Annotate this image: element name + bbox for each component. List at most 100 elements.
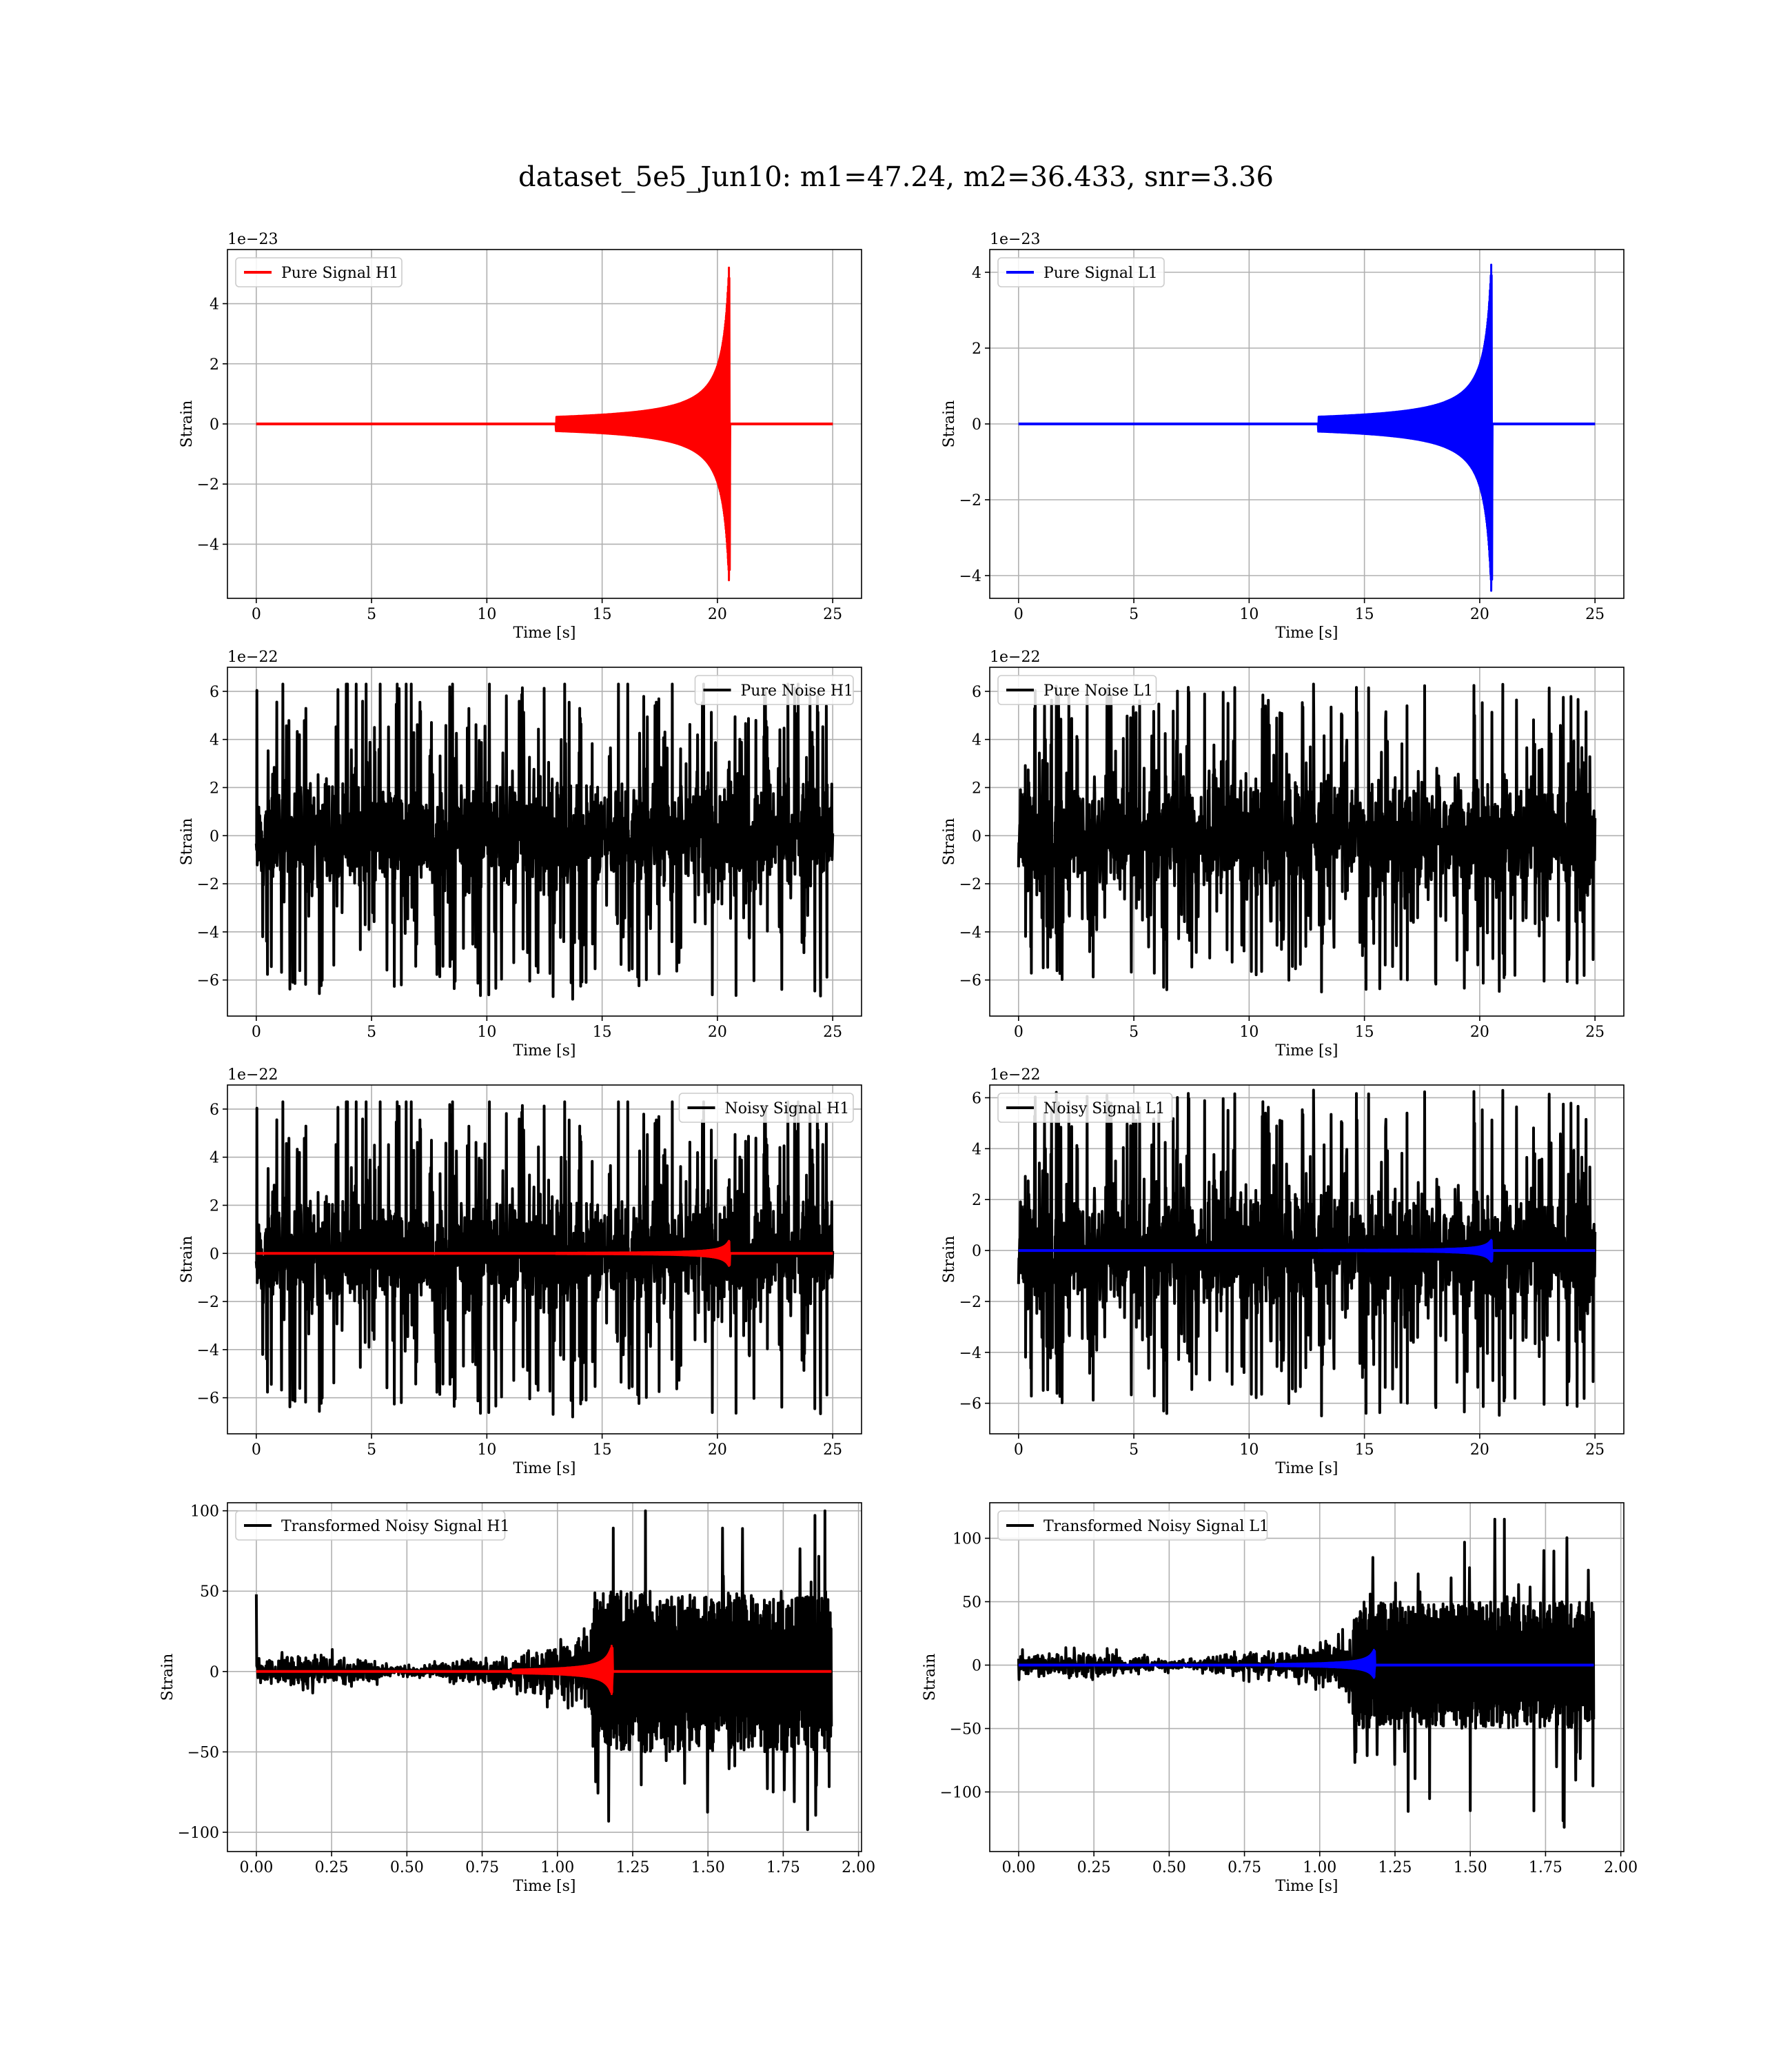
y-tick-label: −2 bbox=[959, 876, 981, 893]
x-tick-label: 15 bbox=[1355, 606, 1374, 623]
x-tick-label: 0.00 bbox=[239, 1859, 273, 1876]
x-axis-label: Time [s] bbox=[513, 625, 576, 642]
series-line-0 bbox=[1017, 682, 1597, 993]
series-line-0 bbox=[254, 1100, 835, 1419]
x-tick-label: 0 bbox=[1014, 606, 1024, 623]
y-tick-label: 4 bbox=[210, 1150, 219, 1167]
axes-frame bbox=[227, 667, 862, 1017]
x-tick-label: 0.75 bbox=[465, 1859, 499, 1876]
x-tick-label: 10 bbox=[477, 1024, 496, 1041]
legend: Pure Noise H1 bbox=[694, 675, 854, 705]
y-axis-label: Strain bbox=[941, 401, 958, 448]
panel-pure-signal-h1: 0 5 10 15 20 25 −4 −2 0 2 4 Time [s] Strain 1e−23Pure… bbox=[179, 231, 862, 642]
offset-text: 1e−23 bbox=[227, 231, 278, 248]
x-axis-label: Time [s] bbox=[513, 1878, 576, 1895]
y-tick-label: −4 bbox=[959, 1345, 981, 1362]
x-tick-label: 5 bbox=[1129, 606, 1139, 623]
series-merger-1 bbox=[1327, 1648, 1594, 1679]
legend-box bbox=[997, 675, 1157, 705]
series-merger-0 bbox=[682, 266, 833, 582]
x-tick-label: 1.00 bbox=[1303, 1859, 1336, 1876]
plot-area bbox=[1017, 263, 1596, 592]
legend: Pure Signal L1 bbox=[997, 257, 1165, 287]
legend: Noisy Signal L1 bbox=[997, 1093, 1173, 1123]
y-tick-label: 0 bbox=[210, 1664, 219, 1681]
y-tick-label: 2 bbox=[210, 780, 219, 797]
axes-frame bbox=[227, 1084, 862, 1435]
x-tick-label: 20 bbox=[1470, 1441, 1489, 1459]
x-tick-label: 5 bbox=[367, 606, 376, 623]
x-tick-label: 0 bbox=[252, 1441, 261, 1459]
x-axis-label: Time [s] bbox=[513, 1042, 576, 1060]
panel-transformed-noisy-signal-l1: 0.00 0.25 0.50 0.75 1.00 1.25 1.50 1.75 2.00 −100… bbox=[922, 1502, 1638, 1895]
x-tick-label: 5 bbox=[1129, 1441, 1139, 1459]
axes-frame bbox=[989, 667, 1625, 1017]
x-tick-label: 25 bbox=[1585, 1441, 1605, 1459]
y-tick-label: −50 bbox=[187, 1744, 219, 1761]
x-tick-label: 15 bbox=[593, 1024, 612, 1041]
y-tick-label: 50 bbox=[200, 1583, 219, 1601]
series-merger-1 bbox=[565, 1645, 832, 1695]
x-tick-label: 1.25 bbox=[616, 1859, 650, 1876]
x-tick-label: 1.50 bbox=[691, 1859, 725, 1876]
y-tick-label: −2 bbox=[197, 1294, 219, 1311]
panel-pure-noise-h1: 0 5 10 15 20 25 −6 −4 −2 0 2 4 6 Time [s] Strain 1e−22 P… bbox=[179, 649, 862, 1060]
x-tick-label: 20 bbox=[708, 1024, 727, 1041]
y-axis-label: Strain bbox=[179, 1236, 196, 1284]
series-merger-1 bbox=[682, 1239, 833, 1267]
y-tick-label: 4 bbox=[972, 732, 981, 749]
axes-frame bbox=[989, 1084, 1625, 1435]
x-axis-label: Time [s] bbox=[1275, 1460, 1338, 1477]
x-tick-label: 15 bbox=[593, 1441, 612, 1459]
plot-area bbox=[254, 1509, 833, 1832]
offset-text: 1e−22 bbox=[990, 1066, 1040, 1084]
y-tick-label: 4 bbox=[972, 265, 981, 282]
x-tick-label: 2.00 bbox=[842, 1859, 875, 1876]
y-tick-label: −6 bbox=[197, 1390, 219, 1408]
x-tick-label: 5 bbox=[1129, 1024, 1139, 1041]
y-tick-label: −6 bbox=[959, 973, 981, 990]
x-tick-label: 5 bbox=[367, 1024, 376, 1041]
legend-box bbox=[235, 1510, 506, 1541]
y-axis-label: Strain bbox=[179, 401, 196, 448]
x-tick-label: 1.75 bbox=[766, 1859, 800, 1876]
y-tick-label: −4 bbox=[197, 1342, 219, 1359]
y-tick-label: 0 bbox=[210, 828, 219, 845]
legend: Transformed Noisy Signal H1 bbox=[235, 1510, 510, 1541]
y-axis-label: Strain bbox=[922, 1654, 939, 1701]
x-tick-label: 25 bbox=[1585, 1024, 1605, 1041]
y-tick-label: −4 bbox=[197, 536, 219, 554]
x-tick-label: 0 bbox=[1014, 1441, 1024, 1459]
x-tick-label: 20 bbox=[1470, 1024, 1489, 1041]
series-merger-1 bbox=[1444, 1239, 1596, 1263]
x-tick-label: 1.25 bbox=[1378, 1859, 1412, 1876]
x-tick-label: 25 bbox=[823, 1024, 842, 1041]
y-tick-label: −6 bbox=[959, 1396, 981, 1413]
y-tick-label: −4 bbox=[959, 568, 981, 585]
legend-box bbox=[694, 675, 854, 705]
y-tick-label: 4 bbox=[210, 732, 219, 749]
x-tick-label: 0 bbox=[252, 606, 261, 623]
x-tick-label: 15 bbox=[1355, 1024, 1374, 1041]
plot-area bbox=[254, 682, 835, 1001]
x-tick-label: 10 bbox=[1239, 1024, 1259, 1041]
legend-label: Transformed Noisy Signal H1 bbox=[281, 1518, 510, 1535]
x-tick-label: 0.50 bbox=[390, 1859, 424, 1876]
x-tick-label: 10 bbox=[477, 1441, 496, 1459]
legend: Pure Signal H1 bbox=[235, 257, 403, 287]
plot-area bbox=[1017, 1517, 1596, 1829]
plot-area bbox=[254, 1100, 835, 1419]
plot-area bbox=[1017, 682, 1597, 993]
y-axis-label: Strain bbox=[941, 818, 958, 866]
legend-label: Pure Noise H1 bbox=[741, 682, 854, 700]
panel-noisy-signal-l1: 0 5 10 15 20 25 −6 −4 −2 0 2 4 6 Time [s] Strain 1e−22N… bbox=[941, 1066, 1625, 1477]
x-tick-label: 2.00 bbox=[1604, 1859, 1638, 1876]
legend-label: Noisy Signal L1 bbox=[1043, 1100, 1165, 1117]
legend-box bbox=[997, 1093, 1173, 1123]
y-axis-label: Strain bbox=[941, 1236, 958, 1284]
y-tick-label: 2 bbox=[972, 341, 981, 358]
legend-box bbox=[678, 1093, 854, 1123]
plot-area bbox=[1017, 1088, 1597, 1417]
y-tick-label: −4 bbox=[959, 924, 981, 942]
offset-text: 1e−22 bbox=[990, 649, 1040, 666]
